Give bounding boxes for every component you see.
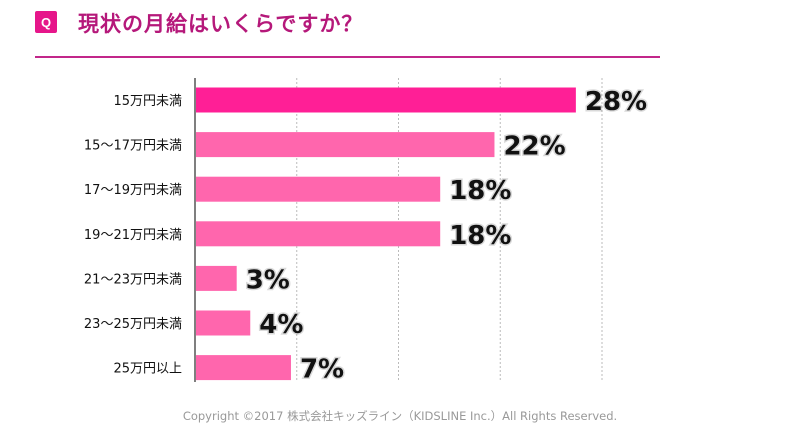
value-label: 18%: [449, 176, 511, 206]
bar: [196, 87, 576, 113]
bar: [196, 176, 441, 202]
copyright-footer: Copyright ©2017 株式会社キッズライン（KIDSLINE Inc.…: [182, 409, 618, 423]
category-label: 15〜17万円未満: [84, 139, 182, 154]
bar: [196, 355, 291, 381]
value-label: 22%: [503, 132, 565, 162]
q-badge-icon: Q: [35, 11, 57, 33]
value-label: 4%: [259, 310, 303, 340]
title-divider: [35, 56, 660, 58]
category-label: 21〜23万円未満: [84, 272, 182, 287]
page-title: 現状の月給はいくらですか？: [78, 12, 364, 36]
bar: [196, 132, 495, 158]
bar: [196, 221, 441, 247]
category-label: 23〜25万円未満: [84, 317, 182, 332]
category-label: 17〜19万円未満: [84, 183, 182, 198]
value-label: 7%: [300, 355, 344, 385]
value-label: 3%: [246, 265, 290, 295]
category-label: 15万円未満: [113, 94, 182, 109]
bar: [196, 310, 251, 336]
bar-chart: 15万円未満 28% 15〜17万円未満 22% 17〜19万円未満 18% 19〜21万円…: [84, 78, 649, 386]
value-label: 18%: [449, 221, 511, 251]
bar: [196, 265, 237, 291]
category-label: 19〜21万円未満: [84, 228, 182, 243]
value-label: 28%: [585, 87, 647, 117]
category-label: 25万円以上: [113, 362, 182, 377]
